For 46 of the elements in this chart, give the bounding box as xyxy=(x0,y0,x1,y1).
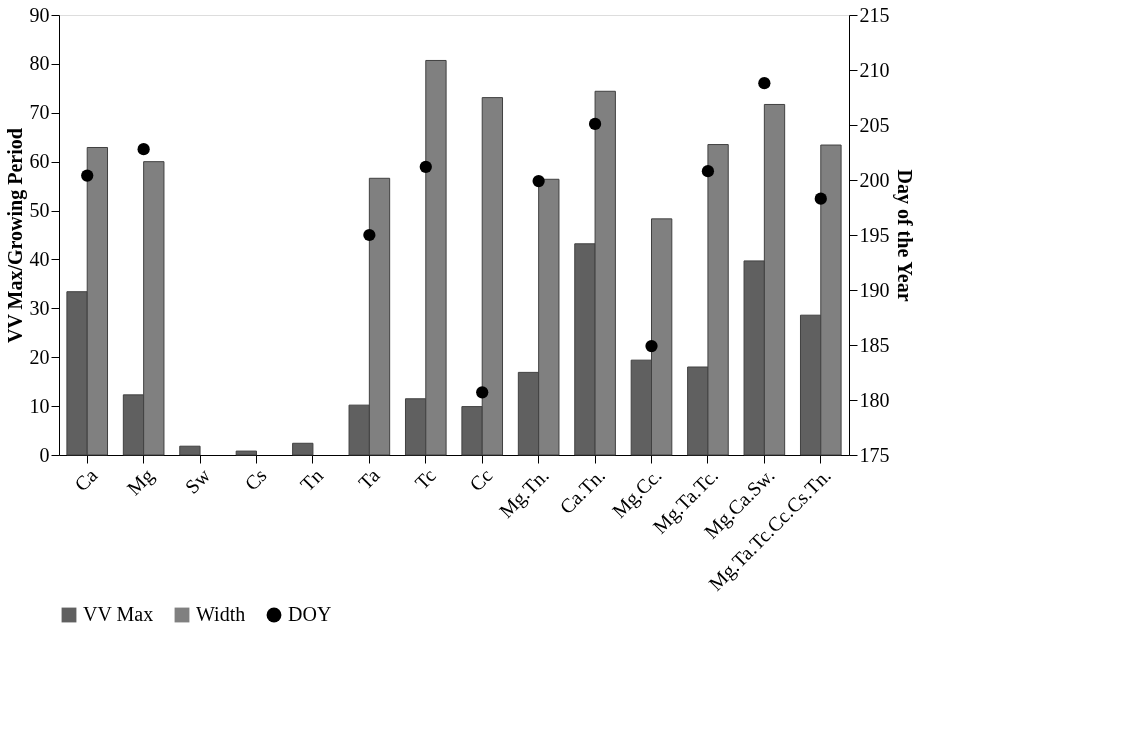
y-tick-label: 30 xyxy=(29,296,50,319)
y2-tick-label: 215 xyxy=(859,3,890,26)
y2-tick-label: 210 xyxy=(859,58,890,81)
y-tick-label: 90 xyxy=(29,3,50,26)
point xyxy=(81,169,94,182)
x-tick-label: Mg xyxy=(122,464,159,500)
point xyxy=(588,117,602,131)
y-axis-title: VV Max/Growing Period xyxy=(3,128,27,343)
legend-label: DOY xyxy=(288,603,332,625)
point xyxy=(137,143,150,156)
x-tick-label: Cs xyxy=(240,463,271,495)
bar xyxy=(235,450,257,456)
y2-tick-label: 180 xyxy=(859,388,890,411)
x-tick-label: Sw xyxy=(180,463,215,498)
point xyxy=(476,386,489,399)
y2-tick-label: 190 xyxy=(859,278,890,301)
legend-label: VV Max xyxy=(83,603,154,625)
x-tick-label: Ta xyxy=(354,464,384,494)
x-tick-label: Cc xyxy=(465,464,497,496)
point xyxy=(701,165,715,178)
y2-axis-title: Day of the Year xyxy=(892,169,916,302)
point xyxy=(645,339,658,353)
y-tick-label: 60 xyxy=(29,150,50,173)
y2-tick-label: 205 xyxy=(859,113,890,136)
y-tick-label: 0 xyxy=(39,443,50,466)
point xyxy=(758,77,771,90)
point xyxy=(419,160,432,173)
y-tick-label: 20 xyxy=(29,345,50,368)
y-tick-label: 40 xyxy=(29,247,50,270)
y-tick-label: 50 xyxy=(29,199,50,222)
bar xyxy=(179,445,201,456)
y-tick-label: 70 xyxy=(29,101,50,124)
x-tick-label: Tn xyxy=(295,464,328,496)
point xyxy=(532,174,545,188)
y2-tick-label: 175 xyxy=(859,443,890,466)
y2-tick-label: 200 xyxy=(859,168,890,191)
y-tick-label: 80 xyxy=(29,52,50,75)
x-tick-label: Ca xyxy=(70,464,102,496)
x-tick-label: Tc xyxy=(410,464,441,494)
point xyxy=(814,192,827,205)
bar xyxy=(292,442,314,456)
y2-tick-label: 185 xyxy=(859,333,890,356)
point xyxy=(363,228,376,242)
y-tick-label: 10 xyxy=(29,394,50,417)
y2-tick-label: 195 xyxy=(859,223,890,246)
legend-label: Width xyxy=(196,603,246,625)
